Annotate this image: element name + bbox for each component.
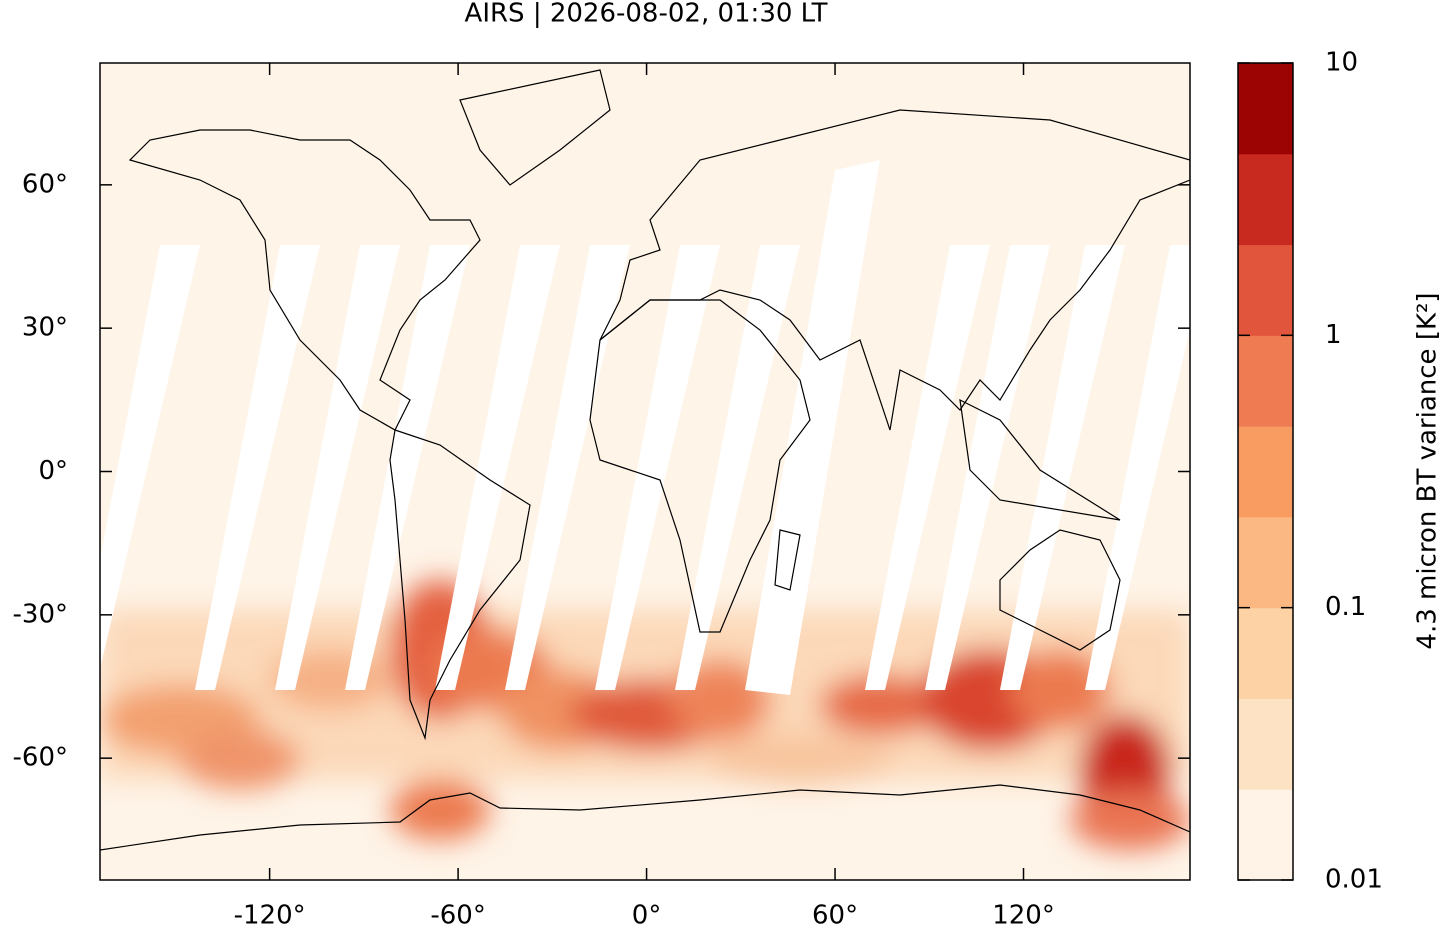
- colorbar-tick-label: 0.1: [1325, 592, 1366, 622]
- x-tick-label: 120°: [992, 901, 1055, 931]
- x-tick-label: 60°: [812, 901, 858, 931]
- map: [75, 63, 1210, 880]
- colorbar-tick-label: 0.01: [1325, 865, 1383, 895]
- chart-title: AIRS | 2026-08-02, 01:30 LT: [465, 0, 828, 29]
- y-tick-label: 30°: [22, 313, 68, 343]
- x-tick-label: -120°: [234, 901, 306, 931]
- colorbar-band: [1238, 426, 1293, 517]
- colorbar-tick-label: 1: [1325, 320, 1342, 350]
- x-tick-label: 0°: [632, 901, 662, 931]
- colorbar-label: 4.3 micron BT variance [K²]: [1413, 292, 1442, 649]
- x-tick-label: -60°: [430, 901, 485, 931]
- colorbar-band: [1238, 63, 1293, 154]
- colorbar-band: [1238, 608, 1293, 699]
- colorbar-band: [1238, 789, 1293, 880]
- colorbar-band: [1238, 335, 1293, 426]
- colorbar: 0.01 0.1 1 10: [1238, 48, 1383, 895]
- y-tick-label: -30°: [13, 599, 68, 629]
- colorbar-band: [1238, 517, 1293, 608]
- colorbar-band: [1238, 698, 1293, 789]
- y-tick-label: 60°: [22, 169, 68, 199]
- y-tick-label: -60°: [13, 743, 68, 773]
- colorbar-tick-label: 10: [1325, 48, 1358, 78]
- y-tick-label: 0°: [38, 456, 68, 486]
- colorbar-band: [1238, 154, 1293, 245]
- colorbar-band: [1238, 245, 1293, 336]
